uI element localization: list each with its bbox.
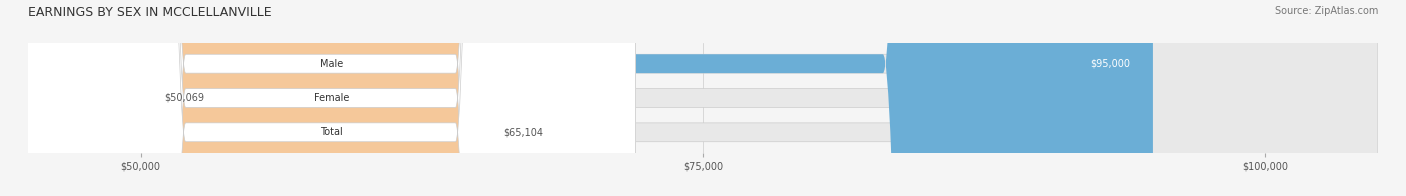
FancyBboxPatch shape [0, 0, 298, 196]
FancyBboxPatch shape [28, 0, 1378, 196]
FancyBboxPatch shape [28, 0, 481, 196]
Text: $65,104: $65,104 [503, 127, 543, 137]
Text: $95,000: $95,000 [1091, 59, 1130, 69]
Text: Female: Female [314, 93, 350, 103]
FancyBboxPatch shape [28, 0, 1153, 196]
Text: Source: ZipAtlas.com: Source: ZipAtlas.com [1274, 6, 1378, 16]
Text: EARNINGS BY SEX IN MCCLELLANVILLE: EARNINGS BY SEX IN MCCLELLANVILLE [28, 6, 271, 19]
Text: Total: Total [321, 127, 343, 137]
FancyBboxPatch shape [28, 0, 1378, 196]
FancyBboxPatch shape [6, 0, 636, 196]
Text: $50,069: $50,069 [165, 93, 205, 103]
Text: Male: Male [321, 59, 343, 69]
FancyBboxPatch shape [6, 0, 636, 196]
FancyBboxPatch shape [28, 0, 1378, 196]
FancyBboxPatch shape [6, 0, 636, 196]
